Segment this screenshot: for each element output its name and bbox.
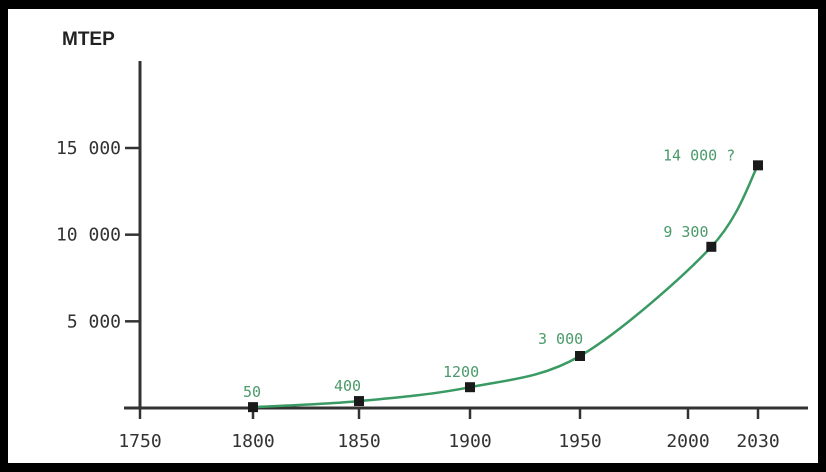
x-tick-label: 2000 [666,431,709,452]
series-path [252,164,760,409]
data-point-marker [248,402,258,413]
data-point-marker [354,396,364,407]
x-tick-label: 2030 [736,431,779,452]
data-markers [248,160,763,413]
x-axis-ticks: 1750 1800 1850 1900 1950 2000 2030 [118,408,780,452]
x-tick-label: 1800 [231,431,274,452]
data-point-marker [706,241,717,252]
data-point-marker [753,160,763,171]
x-tick-label: 1750 [118,431,161,452]
data-point-label: 50 [243,383,261,401]
x-tick-label: 1900 [448,431,491,452]
data-point-marker [575,351,585,361]
y-axis-title: MTEP [62,29,115,50]
chart-frame: MTEP 1750 1800 1850 1900 1950 2000 2030 5 000 1… [8,9,818,463]
y-tick-label: 5 000 [67,311,121,332]
data-point-label: 9 300 [663,223,708,241]
data-point-label: 14 000 ? [663,146,735,164]
y-tick-label: 15 000 [56,138,121,159]
data-point-label: 1200 [443,363,479,381]
data-point-label: 400 [334,377,361,395]
data-point-label: 3 000 [538,330,583,348]
x-tick-label: 1850 [337,431,380,452]
energy-consumption-line-chart: MTEP 1750 1800 1850 1900 1950 2000 2030 5 000 1… [56,29,808,452]
data-point-marker [465,382,475,393]
y-axis-ticks: 5 000 10 000 15 000 [56,138,140,332]
x-tick-label: 1950 [558,431,601,452]
y-tick-label: 10 000 [56,225,121,246]
series-line [252,164,760,409]
data-labels: 50 400 1200 3 000 9 300 14 000 ? [243,146,735,401]
